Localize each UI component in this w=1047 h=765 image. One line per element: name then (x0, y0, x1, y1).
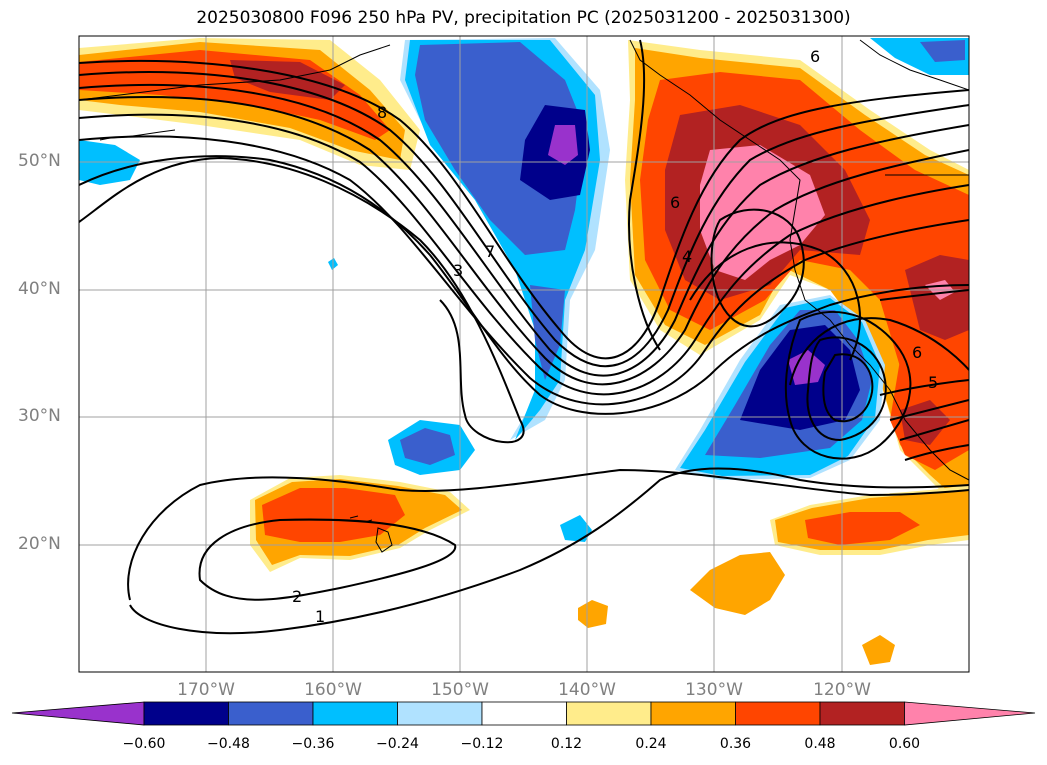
precip-negative-small-ne-core (920, 40, 965, 62)
colorbar-segment (735, 701, 821, 726)
lat-tick-label: 40°N (18, 279, 61, 299)
contour-label: 6 (810, 47, 820, 66)
colorbar-tick-label: 0.48 (804, 736, 836, 752)
precipitation-field (79, 36, 969, 672)
lat-tick-label: 20°N (18, 534, 61, 554)
colorbar-tick-label: 0.12 (550, 736, 583, 752)
colorbar-tick-label: −0.48 (207, 736, 250, 752)
contour-label: 6 (670, 193, 680, 212)
colorbar-segment (481, 701, 567, 726)
precip-positive-se-red (805, 512, 920, 545)
colorbar-tick-label: 0.60 (888, 736, 921, 752)
colorbar-tick-label: −0.36 (291, 736, 335, 752)
precip-positive-small-3 (862, 635, 895, 665)
precip-positive-small-2 (578, 600, 608, 628)
contour-label: 2 (292, 587, 302, 606)
precip-negative-central-purple (548, 125, 578, 165)
precip-negative-small (560, 515, 592, 542)
colorbar-segment (566, 701, 652, 726)
colorbar-tick-label: 0.36 (719, 736, 752, 752)
colorbar-segment (819, 701, 905, 726)
precip-negative-blob-core (400, 428, 455, 465)
colorbar-segment (650, 701, 736, 726)
pv-contours (79, 39, 969, 635)
colorbar-tick-label: −0.60 (122, 736, 166, 752)
map-frame (78, 35, 970, 673)
colorbar-segment (228, 701, 314, 726)
lon-tick-label: 120°W (813, 680, 871, 700)
lat-tick-label: 50°N (18, 151, 61, 171)
precip-negative-se-purple (788, 350, 825, 385)
contour-label: 4 (682, 247, 692, 266)
precip-positive-coast-dark-2 (900, 400, 950, 445)
precip-positive-small-1 (690, 552, 785, 615)
lon-tick-label: 170°W (177, 680, 235, 700)
colorbar (11, 701, 1036, 726)
lon-tick-label: 140°W (558, 680, 616, 700)
colorbar-segment (143, 701, 229, 726)
precip-positive-ne-pink (700, 145, 825, 280)
contour-label: 7 (485, 242, 495, 261)
colorbar-tick-label: 0.24 (635, 736, 667, 752)
contour-label: 1 (315, 607, 325, 626)
precip-negative-central-blue (415, 42, 585, 255)
colorbar-segment (312, 701, 398, 726)
colorbar-segment-extend-low (11, 701, 145, 726)
colorbar-segment (397, 701, 483, 726)
contour-label: 6 (912, 343, 922, 362)
contour-label: 5 (928, 373, 938, 392)
colorbar-tick-label: −0.12 (460, 736, 504, 752)
colorbar-tick-label: −0.24 (376, 736, 419, 752)
contour-label: 3 (453, 261, 463, 280)
contour-labels: 8 7 3 6 4 6 6 5 2 1 (292, 47, 938, 626)
lat-tick-label: 30°N (18, 406, 61, 426)
lon-tick-label: 150°W (431, 680, 489, 700)
precip-positive-coast-dark (905, 255, 969, 340)
map-title: 2025030800 F096 250 hPa PV, precipitatio… (196, 8, 851, 28)
contour-label: 8 (377, 103, 387, 122)
lon-tick-label: 160°W (304, 680, 362, 700)
lon-tick-label: 130°W (685, 680, 743, 700)
colorbar-segment-extend-high (904, 701, 1036, 726)
